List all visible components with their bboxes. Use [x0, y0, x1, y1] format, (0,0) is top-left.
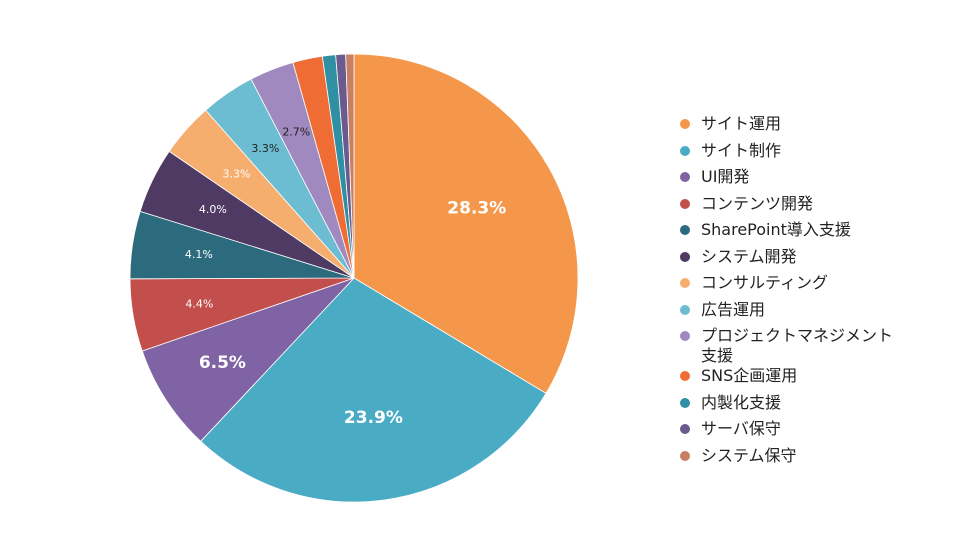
pie-slice — [345, 53, 355, 279]
data-label: 6.5% — [199, 353, 246, 373]
legend-item: SNS企画運用 — [680, 366, 950, 393]
pie-slice — [141, 277, 355, 442]
legend-label: UI開発 — [701, 167, 750, 186]
pie-slice — [200, 277, 547, 503]
legend-item: 内製化支援 — [680, 393, 950, 420]
legend-label: サイト制作 — [701, 140, 782, 160]
pie-chart: 28.3%23.9%6.5%4.4%4.1%4.0%3.3%3.3%2.7% — [129, 53, 579, 503]
legend-label: SharePoint導入支援 — [701, 220, 851, 239]
legend-item: コンサルティング — [680, 273, 950, 300]
legend-item: システム開発 — [680, 247, 950, 274]
legend-swatch — [680, 119, 690, 129]
legend-item: UI開発 — [680, 167, 950, 194]
data-label: 23.9% — [344, 408, 403, 428]
legend-swatch — [680, 450, 690, 461]
legend-item: 広告運用 — [680, 300, 950, 327]
data-label: 3.3% — [251, 142, 279, 155]
legend-label: コンサルティング — [701, 273, 829, 292]
legend-swatch — [680, 424, 690, 434]
legend-swatch — [680, 172, 690, 182]
legend-swatch — [680, 397, 690, 408]
legend-label: サーバ保守 — [701, 419, 781, 438]
data-label: 28.3% — [447, 199, 506, 219]
legend-item: サイト制作 — [680, 141, 950, 168]
legend-item: システム保守 — [680, 446, 950, 473]
legend-label: 内製化支援 — [701, 392, 782, 412]
legend-swatch — [680, 145, 690, 156]
legend-swatch — [680, 278, 690, 288]
legend: サイト運用サイト制作 UI開発コンテンツ開発 SharePoint導入支援 システム開… — [680, 114, 950, 472]
pie-slice — [353, 53, 579, 394]
legend-item: サーバ保守 — [680, 419, 950, 446]
legend-label: システム保守 — [701, 445, 797, 465]
legend-swatch — [680, 331, 690, 341]
data-label: 3.3% — [223, 168, 251, 181]
data-label: 4.1% — [185, 248, 213, 261]
legend-label: サイト運用 — [701, 114, 782, 133]
legend-item: コンテンツ開発 — [680, 194, 950, 221]
legend-swatch — [680, 225, 690, 235]
legend-swatch — [680, 251, 690, 262]
legend-swatch — [680, 371, 690, 381]
data-label: 4.4% — [185, 298, 213, 311]
data-label: 4.0% — [199, 203, 227, 216]
legend-label: コンテンツ開発 — [701, 193, 814, 213]
data-label: 2.7% — [282, 126, 310, 139]
legend-item: サイト運用 — [680, 114, 950, 141]
legend-swatch — [680, 304, 690, 315]
legend-swatch — [680, 198, 690, 209]
legend-item: SharePoint導入支援 — [680, 220, 950, 247]
legend-label: SNS企画運用 — [701, 366, 798, 385]
legend-item: プロジェクトマネジメント支援 — [680, 326, 950, 366]
legend-label: システム開発 — [701, 246, 797, 266]
legend-label: 広告運用 — [701, 299, 766, 319]
legend-label: プロジェクトマネジメント支援 — [701, 326, 894, 365]
